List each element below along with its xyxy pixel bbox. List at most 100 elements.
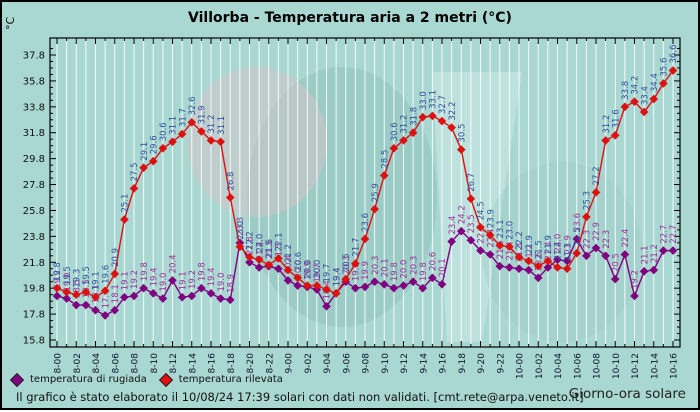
data-point-label: 22.7 <box>477 225 487 244</box>
data-point-marker <box>399 136 408 145</box>
data-point-label: 27.5 <box>130 162 140 181</box>
data-point-label: 19.2 <box>188 270 198 289</box>
data-point-marker <box>168 137 177 147</box>
data-point-label: 21.4 <box>255 242 265 261</box>
svg-text:8-18: 8-18 <box>227 353 237 374</box>
data-point-marker <box>293 281 302 290</box>
data-point-label: 22.1 <box>275 232 285 251</box>
data-point-marker <box>495 241 505 250</box>
data-point-marker <box>505 263 514 272</box>
data-point-marker <box>283 276 293 285</box>
data-point-label: 21.2 <box>525 244 535 263</box>
svg-text:8-22: 8-22 <box>265 353 275 373</box>
data-point-label: 19.0 <box>63 273 73 292</box>
data-point-label: 23.0 <box>506 221 516 240</box>
data-point-marker <box>639 267 649 276</box>
data-point-label: 20.0 <box>400 260 410 279</box>
data-point-marker <box>514 252 524 262</box>
data-point-marker <box>148 156 158 166</box>
data-point-marker <box>71 300 81 310</box>
svg-text:8-04: 8-04 <box>92 353 102 374</box>
data-point-label: 19.8 <box>419 262 429 281</box>
data-point-marker <box>389 283 399 293</box>
data-point-label: 21.9 <box>544 235 554 254</box>
data-point-marker <box>485 230 495 240</box>
data-point-label: 33.4 <box>640 86 650 105</box>
data-point-label: 19.9 <box>361 261 371 280</box>
svg-text:8-12: 8-12 <box>169 353 179 373</box>
data-point-marker <box>139 163 148 173</box>
svg-text:9-08: 9-08 <box>362 353 372 374</box>
data-point-marker <box>129 184 139 193</box>
data-point-marker <box>206 136 216 145</box>
data-point-marker <box>630 97 639 106</box>
data-point-marker <box>91 292 100 302</box>
data-point-label: 32.2 <box>448 102 458 121</box>
data-point-label: 20.9 <box>111 248 121 267</box>
data-point-label: 22.0 <box>255 234 265 253</box>
data-point-label: 18.9 <box>226 274 236 293</box>
watermark <box>187 67 642 342</box>
data-point-label: 21.5 <box>265 240 275 259</box>
data-point-label: 19.8 <box>53 262 63 281</box>
data-point-label: 18.1 <box>111 284 121 303</box>
svg-text:8-06: 8-06 <box>111 353 121 374</box>
data-point-marker <box>408 128 418 138</box>
data-point-marker <box>168 276 177 285</box>
data-point-marker <box>659 79 668 88</box>
data-point-label: 22.5 <box>573 227 583 246</box>
data-point-label: 21.4 <box>554 242 564 261</box>
data-point-label: 20.6 <box>429 252 439 271</box>
data-point-marker <box>466 194 476 204</box>
data-point-label: 19.1 <box>178 271 188 290</box>
data-point-label: 23.5 <box>467 214 477 233</box>
data-point-marker <box>610 274 620 284</box>
data-point-label: 35.6 <box>660 58 670 77</box>
data-point-label: 21.2 <box>650 244 660 263</box>
svg-text:33.8: 33.8 <box>23 102 45 113</box>
data-point-marker <box>148 289 158 298</box>
data-point-marker <box>582 251 591 261</box>
data-point-marker <box>216 294 225 303</box>
svg-text:10-02: 10-02 <box>535 353 545 379</box>
svg-text:8-00: 8-00 <box>54 353 64 374</box>
data-point-marker <box>620 102 630 112</box>
data-point-label: 33.1 <box>429 90 439 109</box>
svg-text:19.8: 19.8 <box>23 284 45 295</box>
data-point-label: 28.5 <box>380 150 390 169</box>
data-point-label: 19.8 <box>198 262 208 281</box>
svg-text:35.8: 35.8 <box>23 76 45 87</box>
data-point-label: 36.6 <box>669 45 679 64</box>
svg-text:8-16: 8-16 <box>208 353 218 374</box>
data-point-marker <box>100 311 110 320</box>
data-point-marker <box>360 234 370 244</box>
data-point-marker <box>52 283 62 293</box>
data-point-label: 19.8 <box>140 262 150 281</box>
data-point-label: 23.0 <box>236 221 246 240</box>
data-point-marker <box>649 94 659 104</box>
svg-text:23.8: 23.8 <box>23 232 45 243</box>
data-point-label: 20.3 <box>342 256 352 275</box>
data-point-label: 23.9 <box>486 209 496 228</box>
data-point-marker <box>177 292 187 302</box>
svg-text:10-12: 10-12 <box>631 353 641 379</box>
data-point-marker <box>341 274 351 284</box>
data-point-marker <box>601 136 610 145</box>
data-point-label: 21.4 <box>544 242 554 261</box>
legend-label-measured: temperatura rilevata <box>178 374 283 385</box>
data-point-label: 30.5 <box>457 124 467 143</box>
data-point-marker <box>187 291 197 301</box>
data-point-label: 21.3 <box>275 243 285 262</box>
data-point-label: 20.4 <box>169 254 179 273</box>
data-point-marker <box>197 127 206 136</box>
data-point-label: 29.1 <box>140 142 150 161</box>
data-point-label: 22.2 <box>246 231 256 250</box>
svg-text:9-04: 9-04 <box>323 353 333 374</box>
series-temperatura-di-rugiada: 19.2 19.0 18.5 18.5 18.1 17.7 18.119.1 19.2 19.8… <box>52 205 679 320</box>
data-point-label: 21.3 <box>515 243 525 262</box>
data-point-marker <box>351 283 360 293</box>
data-point-label: 20.0 <box>303 260 313 279</box>
data-point-marker <box>408 277 418 287</box>
data-point-label: 31.9 <box>198 105 208 124</box>
data-point-marker <box>582 212 591 222</box>
